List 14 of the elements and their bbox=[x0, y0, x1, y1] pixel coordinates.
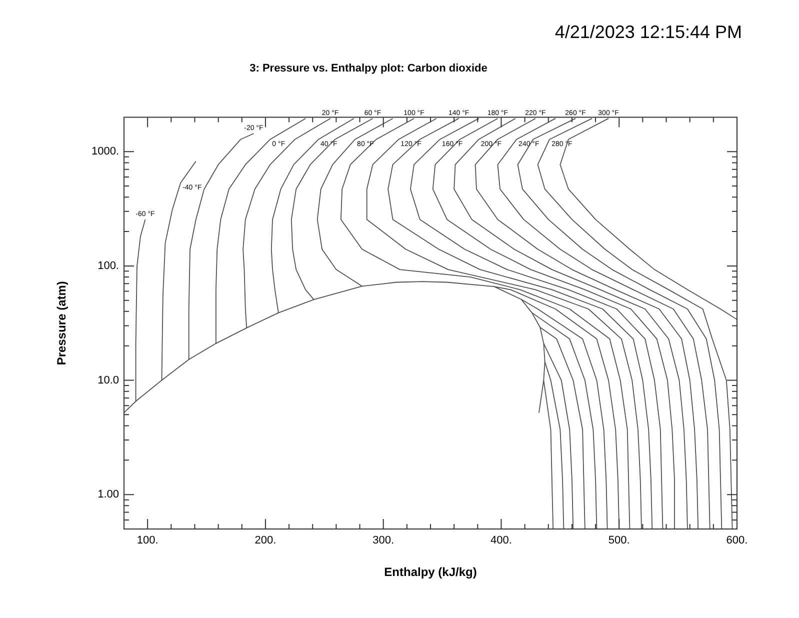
y-axis-title: Pressure (atm) bbox=[54, 281, 69, 366]
x-axis-title: Enthalpy (kJ/kg) bbox=[384, 565, 477, 580]
x-tick-label: 100. bbox=[136, 534, 158, 547]
x-tick-label: 600. bbox=[726, 534, 748, 547]
y-tick-label: 10.0 bbox=[98, 374, 119, 386]
x-tick-label: 200. bbox=[254, 534, 276, 547]
y-tick-label: 100. bbox=[98, 260, 119, 272]
y-tick-label: 1.00 bbox=[98, 488, 119, 501]
x-tick-label: 300. bbox=[372, 534, 394, 547]
text: 4/21/2023 12:15:44 PM bbox=[554, 22, 742, 42]
x-tick-label: 500. bbox=[608, 534, 630, 547]
chart-title: 3: Pressure vs. Enthalpy plot: Carbon dioxide bbox=[250, 62, 488, 75]
x-tick-label: 400. bbox=[490, 534, 512, 547]
y-tick-label: 1000. bbox=[91, 146, 119, 158]
